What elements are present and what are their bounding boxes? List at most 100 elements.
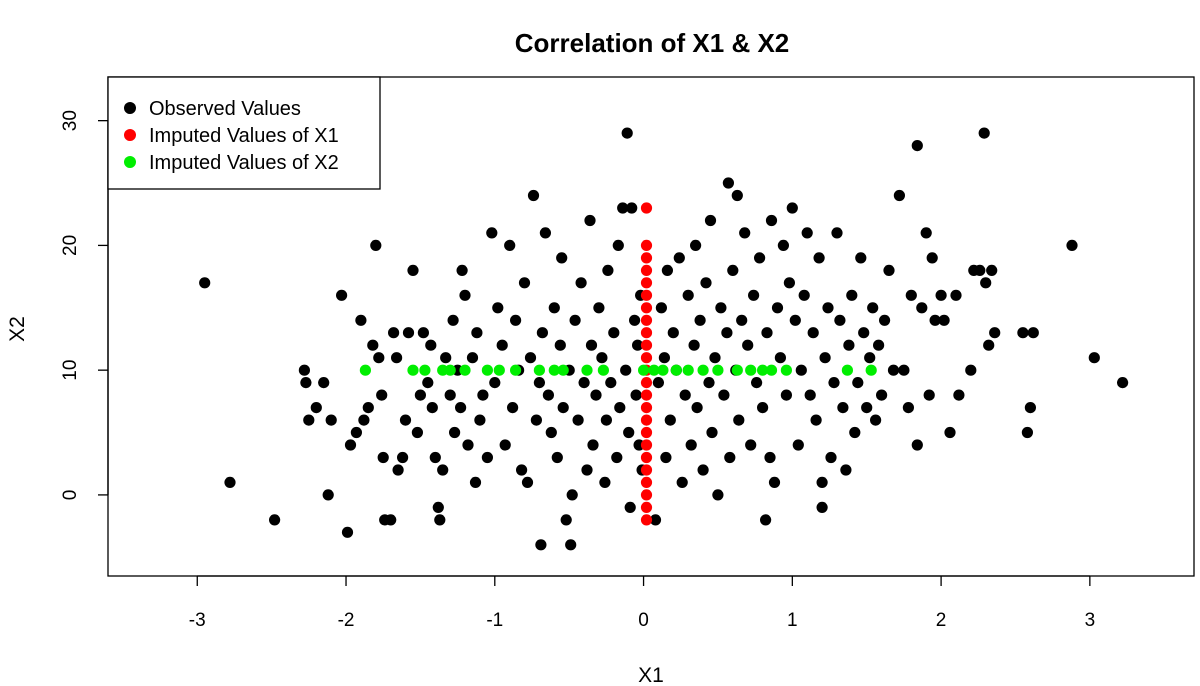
data-point (516, 464, 528, 476)
x-tick-label: 2 (936, 610, 947, 631)
data-point (704, 214, 717, 227)
data-point (444, 364, 456, 376)
data-point (657, 364, 669, 376)
data-point (459, 289, 471, 301)
data-point (640, 476, 653, 488)
data-point (585, 339, 598, 351)
data-point (414, 389, 426, 401)
data-point (682, 289, 694, 301)
data-point (733, 414, 745, 426)
data-point (624, 501, 636, 513)
legend-label-imputed-x2: Imputed Values of X2 (149, 152, 339, 174)
data-point (789, 314, 801, 326)
data-point (455, 402, 467, 414)
data-point (499, 439, 511, 451)
data-point (929, 314, 941, 326)
data-point (697, 364, 709, 376)
data-point (983, 339, 995, 351)
data-point (355, 314, 367, 326)
data-point (831, 227, 843, 239)
data-point (640, 402, 653, 414)
data-point (923, 389, 935, 401)
y-tick-label: 20 (60, 235, 81, 256)
data-point (599, 476, 611, 488)
data-point (855, 252, 867, 264)
data-point (350, 426, 362, 439)
data-point (640, 352, 653, 364)
data-point (593, 302, 605, 314)
data-point (965, 364, 977, 376)
data-point (1027, 327, 1039, 339)
data-point (640, 451, 653, 464)
data-point (873, 339, 885, 351)
data-point (721, 327, 733, 339)
data-point (935, 289, 947, 301)
data-point (893, 189, 906, 202)
data-point (771, 302, 784, 314)
data-point (819, 352, 831, 364)
data-point (661, 264, 674, 276)
data-point (795, 364, 807, 376)
data-point (521, 476, 534, 488)
data-point (876, 389, 888, 401)
y-axis: 0 10 20 30 (60, 110, 109, 500)
data-point (548, 302, 560, 314)
data-point (581, 464, 593, 476)
data-point (341, 526, 354, 538)
data-point (597, 364, 610, 376)
data-point (1088, 352, 1100, 364)
data-point (440, 352, 452, 364)
data-point (199, 277, 211, 289)
data-point (474, 414, 486, 426)
data-point (509, 314, 522, 326)
data-point (303, 414, 315, 426)
x-tick-label: -1 (486, 610, 503, 631)
points-layer (199, 127, 1129, 551)
data-point (417, 327, 429, 339)
data-point (556, 252, 568, 264)
data-point (840, 464, 852, 476)
data-point (649, 514, 662, 526)
data-point (385, 514, 397, 526)
data-point (816, 476, 828, 488)
data-point (712, 489, 724, 501)
data-point (865, 364, 877, 376)
data-point (764, 451, 776, 464)
data-point (640, 414, 653, 426)
data-point (765, 364, 778, 376)
data-point (745, 364, 757, 376)
data-point (638, 364, 650, 376)
data-point (813, 252, 825, 264)
data-point (748, 289, 760, 301)
data-point (545, 426, 557, 439)
data-point (426, 402, 438, 414)
data-point (640, 314, 653, 326)
data-point (858, 327, 870, 339)
data-point (397, 451, 409, 464)
data-point (670, 364, 682, 376)
data-point (298, 364, 310, 376)
data-point (572, 414, 584, 426)
data-point (377, 451, 389, 464)
data-point (407, 364, 419, 376)
data-point (953, 389, 965, 401)
data-point (655, 302, 668, 314)
data-point (533, 364, 546, 376)
data-point (402, 327, 415, 339)
data-point (944, 426, 956, 439)
data-point (557, 364, 569, 376)
data-point (605, 377, 617, 389)
data-point (754, 252, 766, 264)
data-point (449, 426, 461, 439)
data-point (640, 389, 653, 401)
data-point (623, 426, 635, 439)
data-point (852, 377, 864, 389)
data-point (640, 252, 653, 264)
data-point (938, 314, 950, 326)
data-point (709, 352, 721, 364)
data-point (843, 339, 855, 351)
data-point (679, 389, 691, 401)
data-point (739, 227, 751, 239)
data-point (456, 264, 468, 276)
data-point (783, 277, 796, 289)
